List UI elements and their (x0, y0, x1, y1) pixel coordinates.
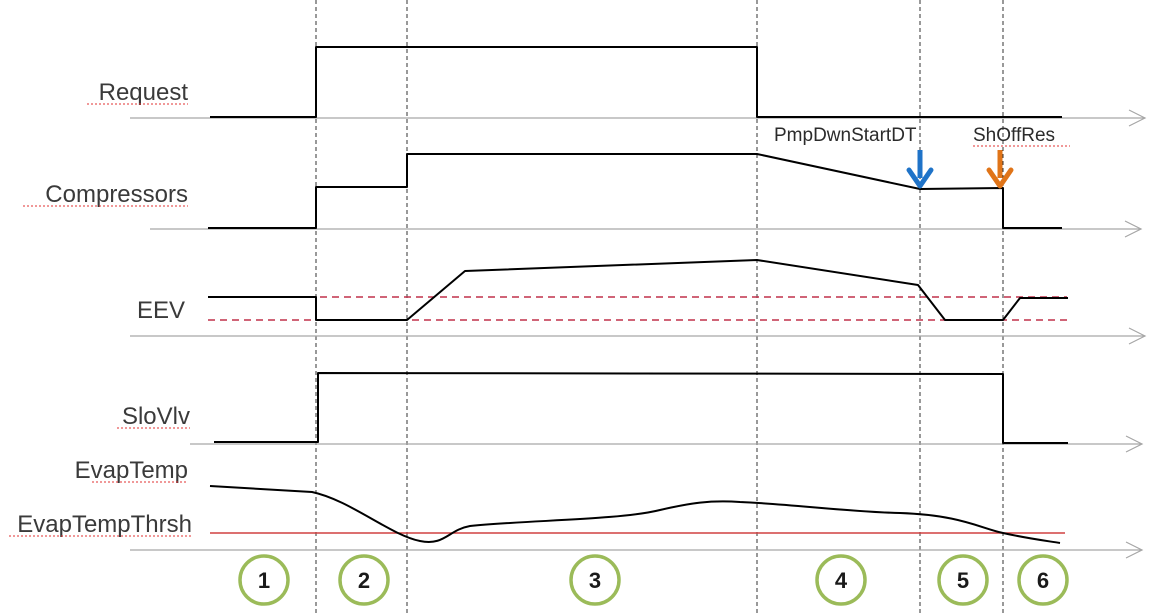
annotation-pmpdwnstartdt: PmpDwnStartDT (774, 125, 934, 189)
phase-circle-3 (569, 554, 621, 606)
signal-labels: Request Compressors EEV SloVlv EvapTemp … (9, 79, 192, 538)
compressors-waveform (208, 153, 1062, 229)
pmpdwnstartdt-label: PmpDwnStartDT (774, 125, 917, 146)
phase-number-6: 6 (1037, 568, 1049, 593)
eev-axis-arrowhead (1128, 327, 1147, 345)
phase-number-4: 4 (835, 568, 848, 593)
request-waveform (210, 46, 1062, 118)
eev-waveform (208, 259, 1068, 321)
phase-number-5: 5 (957, 568, 969, 593)
phase-number-1: 1 (258, 568, 270, 593)
phase-circle-1 (238, 554, 290, 606)
eev-label: EEV (137, 297, 185, 324)
slovlv-waveform (214, 372, 1068, 444)
shoffres-label: ShOffRes (973, 125, 1055, 146)
phase-circle-2 (338, 554, 390, 606)
request-axis-arrowhead (1128, 109, 1147, 127)
annotation-shoffres: ShOffRes (973, 125, 1070, 189)
phase-markers: 1 2 3 4 5 6 (238, 554, 1069, 606)
phase-marker-1: 1 (238, 554, 290, 606)
threshold-label: EvapTempThrsh (17, 511, 192, 538)
phase-marker-4: 4 (815, 554, 867, 606)
phase-number-2: 2 (358, 568, 370, 593)
evaptemp-label: EvapTemp (75, 457, 188, 484)
slovlv-label: SloVlv (122, 403, 190, 430)
phase-boundaries (315, 0, 1004, 615)
phase-circle-6 (1017, 554, 1069, 606)
request-label: Request (99, 79, 189, 106)
phase-marker-6: 6 (1017, 554, 1069, 606)
compressors-axis-arrowhead (1124, 220, 1143, 238)
phase-number-3: 3 (589, 568, 601, 593)
slovlv-axis-arrowhead (1125, 435, 1144, 453)
compressors-label: Compressors (45, 181, 188, 208)
phase-circle-4 (815, 554, 867, 606)
pmpdwnstartdt-arrow-icon (906, 167, 934, 189)
phase-marker-5: 5 (937, 554, 989, 606)
shoffres-arrow-icon (986, 167, 1014, 189)
time-axes (130, 109, 1147, 559)
phase-marker-3: 3 (569, 554, 621, 606)
phase-marker-2: 2 (338, 554, 390, 606)
phase-circle-5 (937, 554, 989, 606)
evaptemp-curve (209, 485, 1061, 544)
evaptemp-axis-arrowhead (1125, 541, 1144, 559)
